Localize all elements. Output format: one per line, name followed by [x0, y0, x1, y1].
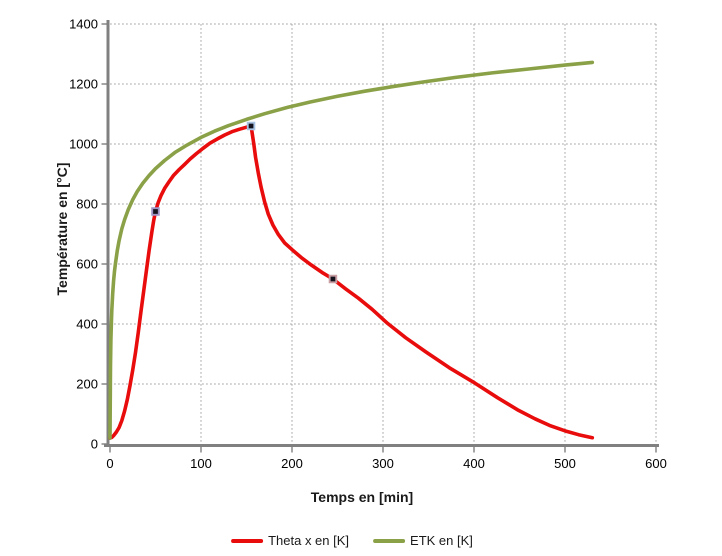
data-marker — [151, 207, 160, 216]
etk-line-swatch-icon — [373, 538, 406, 543]
x-tick-label: 400 — [463, 456, 485, 471]
series-line-1 — [108, 60, 595, 440]
y-tick-label: 0 — [91, 437, 98, 452]
legend-label-etk: ETK en [K] — [410, 533, 473, 548]
x-tick-label: 300 — [372, 456, 394, 471]
series-line-0 — [108, 124, 595, 440]
x-tick-label: 100 — [190, 456, 212, 471]
legend: Theta x en [K] ETK en [K] — [231, 533, 473, 548]
y-tick-label: 600 — [76, 257, 98, 272]
x-axis-title: Temps en [min] — [310, 489, 414, 505]
data-marker — [246, 121, 256, 131]
legend-item-etk: ETK en [K] — [373, 533, 473, 548]
theta-line-swatch-icon — [231, 538, 264, 543]
y-tick-label: 200 — [76, 377, 98, 392]
y-tick-label: 1000 — [69, 137, 98, 152]
y-tick-label: 1400 — [69, 17, 98, 32]
legend-label-theta: Theta x en [K] — [268, 533, 350, 548]
x-tick-label: 0 — [106, 456, 113, 471]
x-tick-label: 500 — [554, 456, 576, 471]
y-tick-label: 400 — [76, 317, 98, 332]
data-marker — [328, 274, 338, 284]
x-tick-label: 200 — [281, 456, 303, 471]
legend-item-theta: Theta x en [K] — [231, 533, 349, 548]
y-tick-label: 800 — [76, 197, 98, 212]
y-axis-title: Température en [°C] — [54, 162, 70, 296]
x-tick-label: 600 — [645, 456, 667, 471]
y-tick-label: 1200 — [69, 77, 98, 92]
